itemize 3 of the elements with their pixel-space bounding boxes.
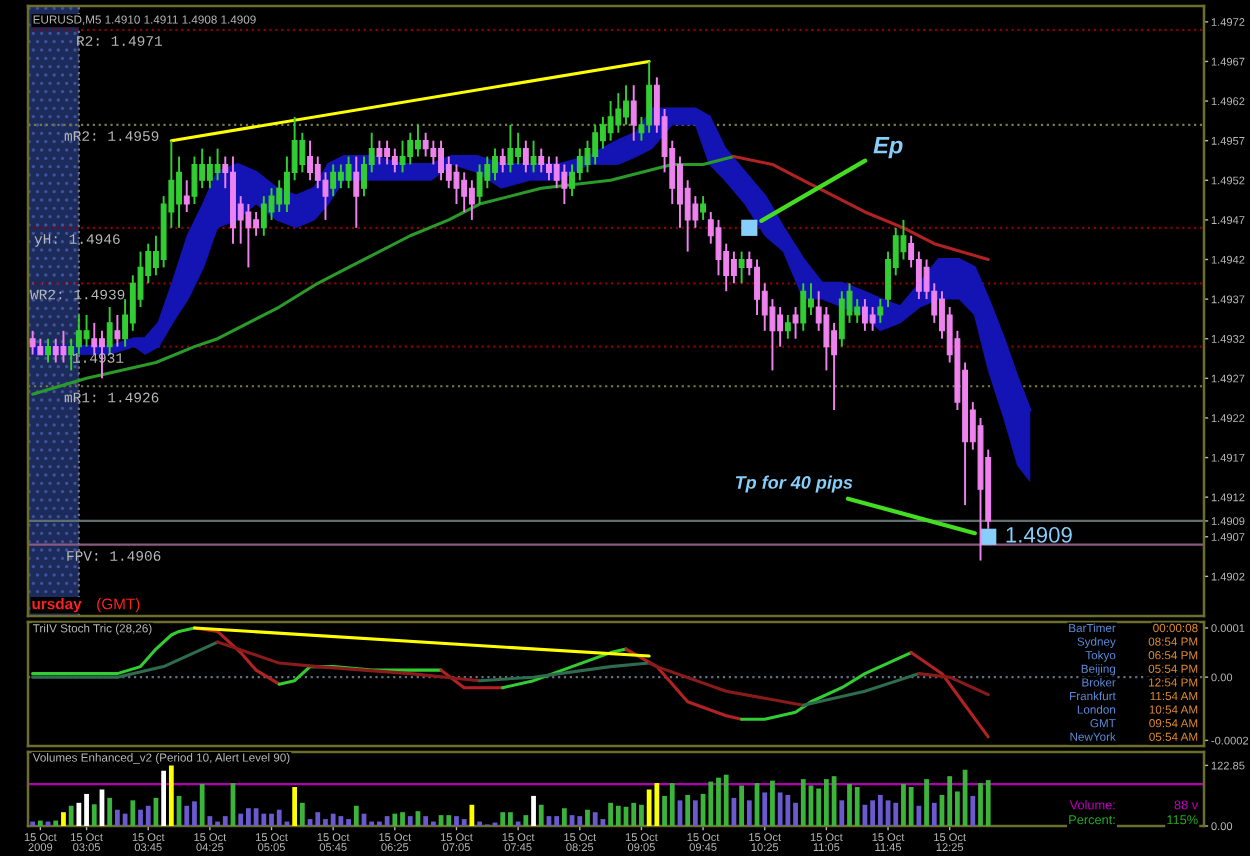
annotation: Tp for 40 pips — [735, 475, 853, 493]
annotation: Ep — [873, 137, 903, 159]
annotation: 1.4909 — [1006, 527, 1072, 543]
